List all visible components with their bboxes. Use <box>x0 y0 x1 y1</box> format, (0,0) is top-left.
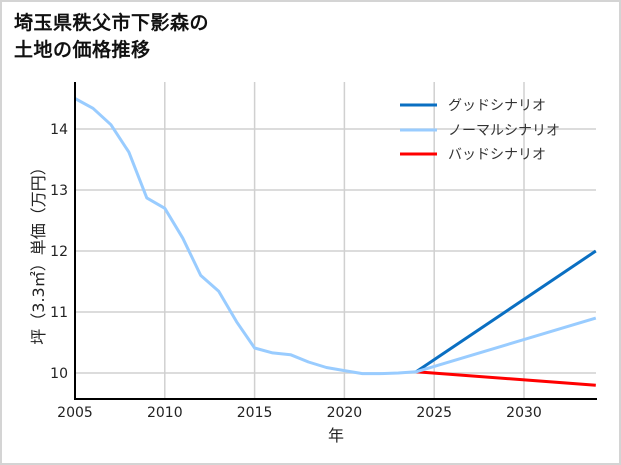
x-tick-label: 2005 <box>57 405 93 421</box>
x-tick-label: 2020 <box>327 405 363 421</box>
legend-label-good: グッドシナリオ <box>448 98 546 114</box>
chart-title-line1: 埼玉県秩父市下影森の <box>14 12 210 34</box>
x-tick-labels: 2005 2010 2015 2020 2025 2030 <box>57 405 542 421</box>
x-axis-label: 年 <box>328 426 344 445</box>
normal-scenario-line <box>74 97 597 376</box>
data-lines <box>74 97 597 387</box>
legend-label-normal: ノーマルシナリオ <box>448 123 560 139</box>
x-tick-label: 2025 <box>416 405 452 421</box>
axes <box>74 82 597 400</box>
grid-lines <box>75 82 596 399</box>
y-tick-label: 10 <box>50 366 68 382</box>
x-tick-label: 2030 <box>506 405 542 421</box>
y-tick-label: 12 <box>50 244 68 260</box>
y-tick-labels: 10 11 12 13 14 <box>50 122 68 382</box>
legend: グッドシナリオ ノーマルシナリオ バッドシナリオ <box>400 98 560 163</box>
chart-title-line2: 土地の価格推移 <box>14 39 151 61</box>
y-tick-label: 14 <box>50 122 68 138</box>
y-axis-label: 坪（3.3㎡）単価（万円） <box>29 159 48 344</box>
good-scenario-line <box>415 249 597 374</box>
x-tick-label: 2010 <box>147 405 183 421</box>
y-tick-label: 13 <box>50 183 68 199</box>
legend-label-bad: バッドシナリオ <box>448 147 546 163</box>
chart-title: 埼玉県秩父市下影森の 土地の価格推移 <box>14 10 209 64</box>
bad-scenario-line <box>416 370 596 387</box>
x-tick-label: 2015 <box>237 405 273 421</box>
y-tick-label: 11 <box>50 305 68 321</box>
